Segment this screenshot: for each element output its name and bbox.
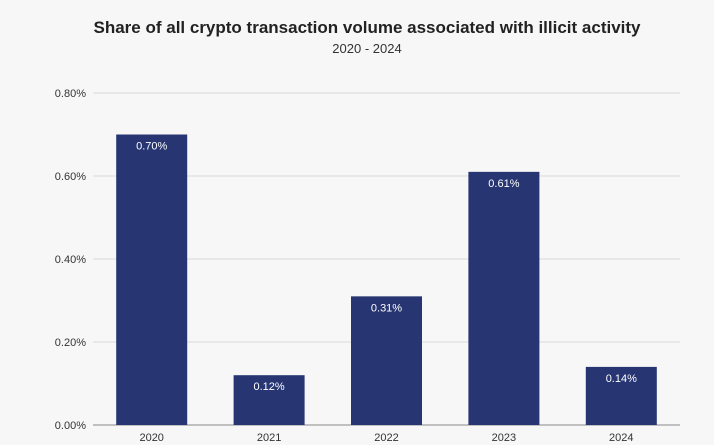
y-tick-label: 0.40% <box>55 254 86 266</box>
y-tick-label: 0.60% <box>55 171 86 183</box>
data-labels: 0.70% 0.12% 0.31% 0.61% 0.14% <box>136 141 637 394</box>
x-tick-label-2021: 2021 <box>257 432 281 444</box>
gridlines <box>93 92 680 426</box>
x-axis: 2020 2021 2022 2023 2024 <box>139 432 633 444</box>
y-axis: 0.00% 0.20% 0.40% 0.60% 0.80% <box>55 88 86 432</box>
y-tick-label: 0.00% <box>55 420 86 432</box>
bars <box>116 134 657 425</box>
data-label-2021: 0.12% <box>253 381 284 393</box>
bar-2024 <box>585 366 657 425</box>
x-tick-label-2024: 2024 <box>609 432 633 444</box>
y-tick-label: 0.80% <box>55 88 86 100</box>
bar-2021 <box>233 375 305 425</box>
x-tick-label-2020: 2020 <box>139 432 163 444</box>
data-label-2023: 0.61% <box>488 178 519 190</box>
bar-2020 <box>116 134 188 425</box>
bar-2023 <box>468 171 540 425</box>
data-label-2022: 0.31% <box>371 302 402 314</box>
y-tick-label: 0.20% <box>55 337 86 349</box>
data-label-2024: 0.14% <box>606 373 637 385</box>
chart-title: Share of all crypto transaction volume a… <box>94 18 642 37</box>
x-tick-label-2023: 2023 <box>492 432 516 444</box>
x-tick-label-2022: 2022 <box>374 432 398 444</box>
chart-subtitle: 2020 - 2024 <box>332 41 401 56</box>
bar-2022 <box>351 296 422 425</box>
data-label-2020: 0.70% <box>136 141 167 153</box>
